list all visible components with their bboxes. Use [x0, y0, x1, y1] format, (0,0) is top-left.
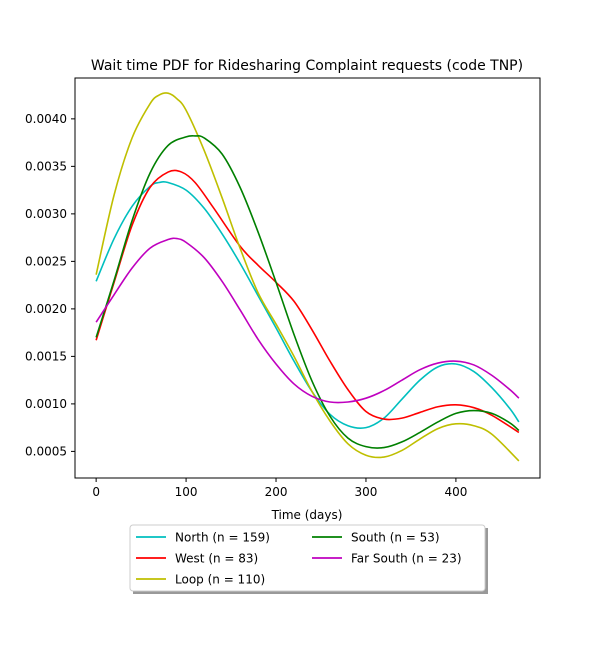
x-tick-label: 200: [265, 485, 288, 499]
plot-area: [74, 77, 541, 479]
legend-label-south: South (n = 53): [351, 531, 440, 545]
x-tick-label: 300: [355, 485, 378, 499]
series-line-far-south: [95, 237, 520, 404]
legend-label-far-south: Far South (n = 23): [351, 552, 462, 566]
legend-label-loop: Loop (n = 110): [175, 573, 265, 587]
y-axis-ticks: 0.0005 0.0010 0.0015 0.0020 0.0025 0.0030 0.00…: [25, 112, 75, 458]
y-tick-label: 0.0040: [25, 112, 67, 126]
y-tick-label: 0.0035: [25, 159, 67, 173]
legend-box: [129, 524, 486, 592]
series-line-north: [95, 180, 520, 429]
x-tick-label: 400: [444, 485, 467, 499]
x-tick-label: 0: [92, 485, 100, 499]
y-tick-label: 0.0020: [25, 302, 67, 316]
legend: North (n = 159) West (n = 83) Loop (n = 11…: [129, 524, 488, 594]
x-axis-ticks: 0 100 200 300 400: [92, 478, 467, 499]
y-tick-label: 0.0025: [25, 254, 67, 268]
x-tick-label: 100: [175, 485, 198, 499]
series-lines: [95, 92, 520, 462]
legend-label-west: West (n = 83): [175, 552, 258, 566]
y-tick-label: 0.0030: [25, 207, 67, 221]
y-tick-label: 0.0015: [25, 349, 67, 363]
chart-title: Wait time PDF for Ridesharing Complaint …: [91, 58, 523, 74]
series-line-west: [95, 169, 520, 434]
legend-label-north: North (n = 159): [175, 531, 270, 545]
axes-frame: [74, 77, 541, 479]
y-tick-label: 0.0005: [25, 444, 67, 458]
legend-items: North (n = 159) West (n = 83) Loop (n = 11…: [136, 531, 462, 587]
y-tick-label: 0.0010: [25, 397, 67, 411]
series-line-south: [95, 134, 520, 449]
series-line-loop: [95, 92, 520, 462]
x-axis-label: Time (days): [271, 508, 343, 522]
